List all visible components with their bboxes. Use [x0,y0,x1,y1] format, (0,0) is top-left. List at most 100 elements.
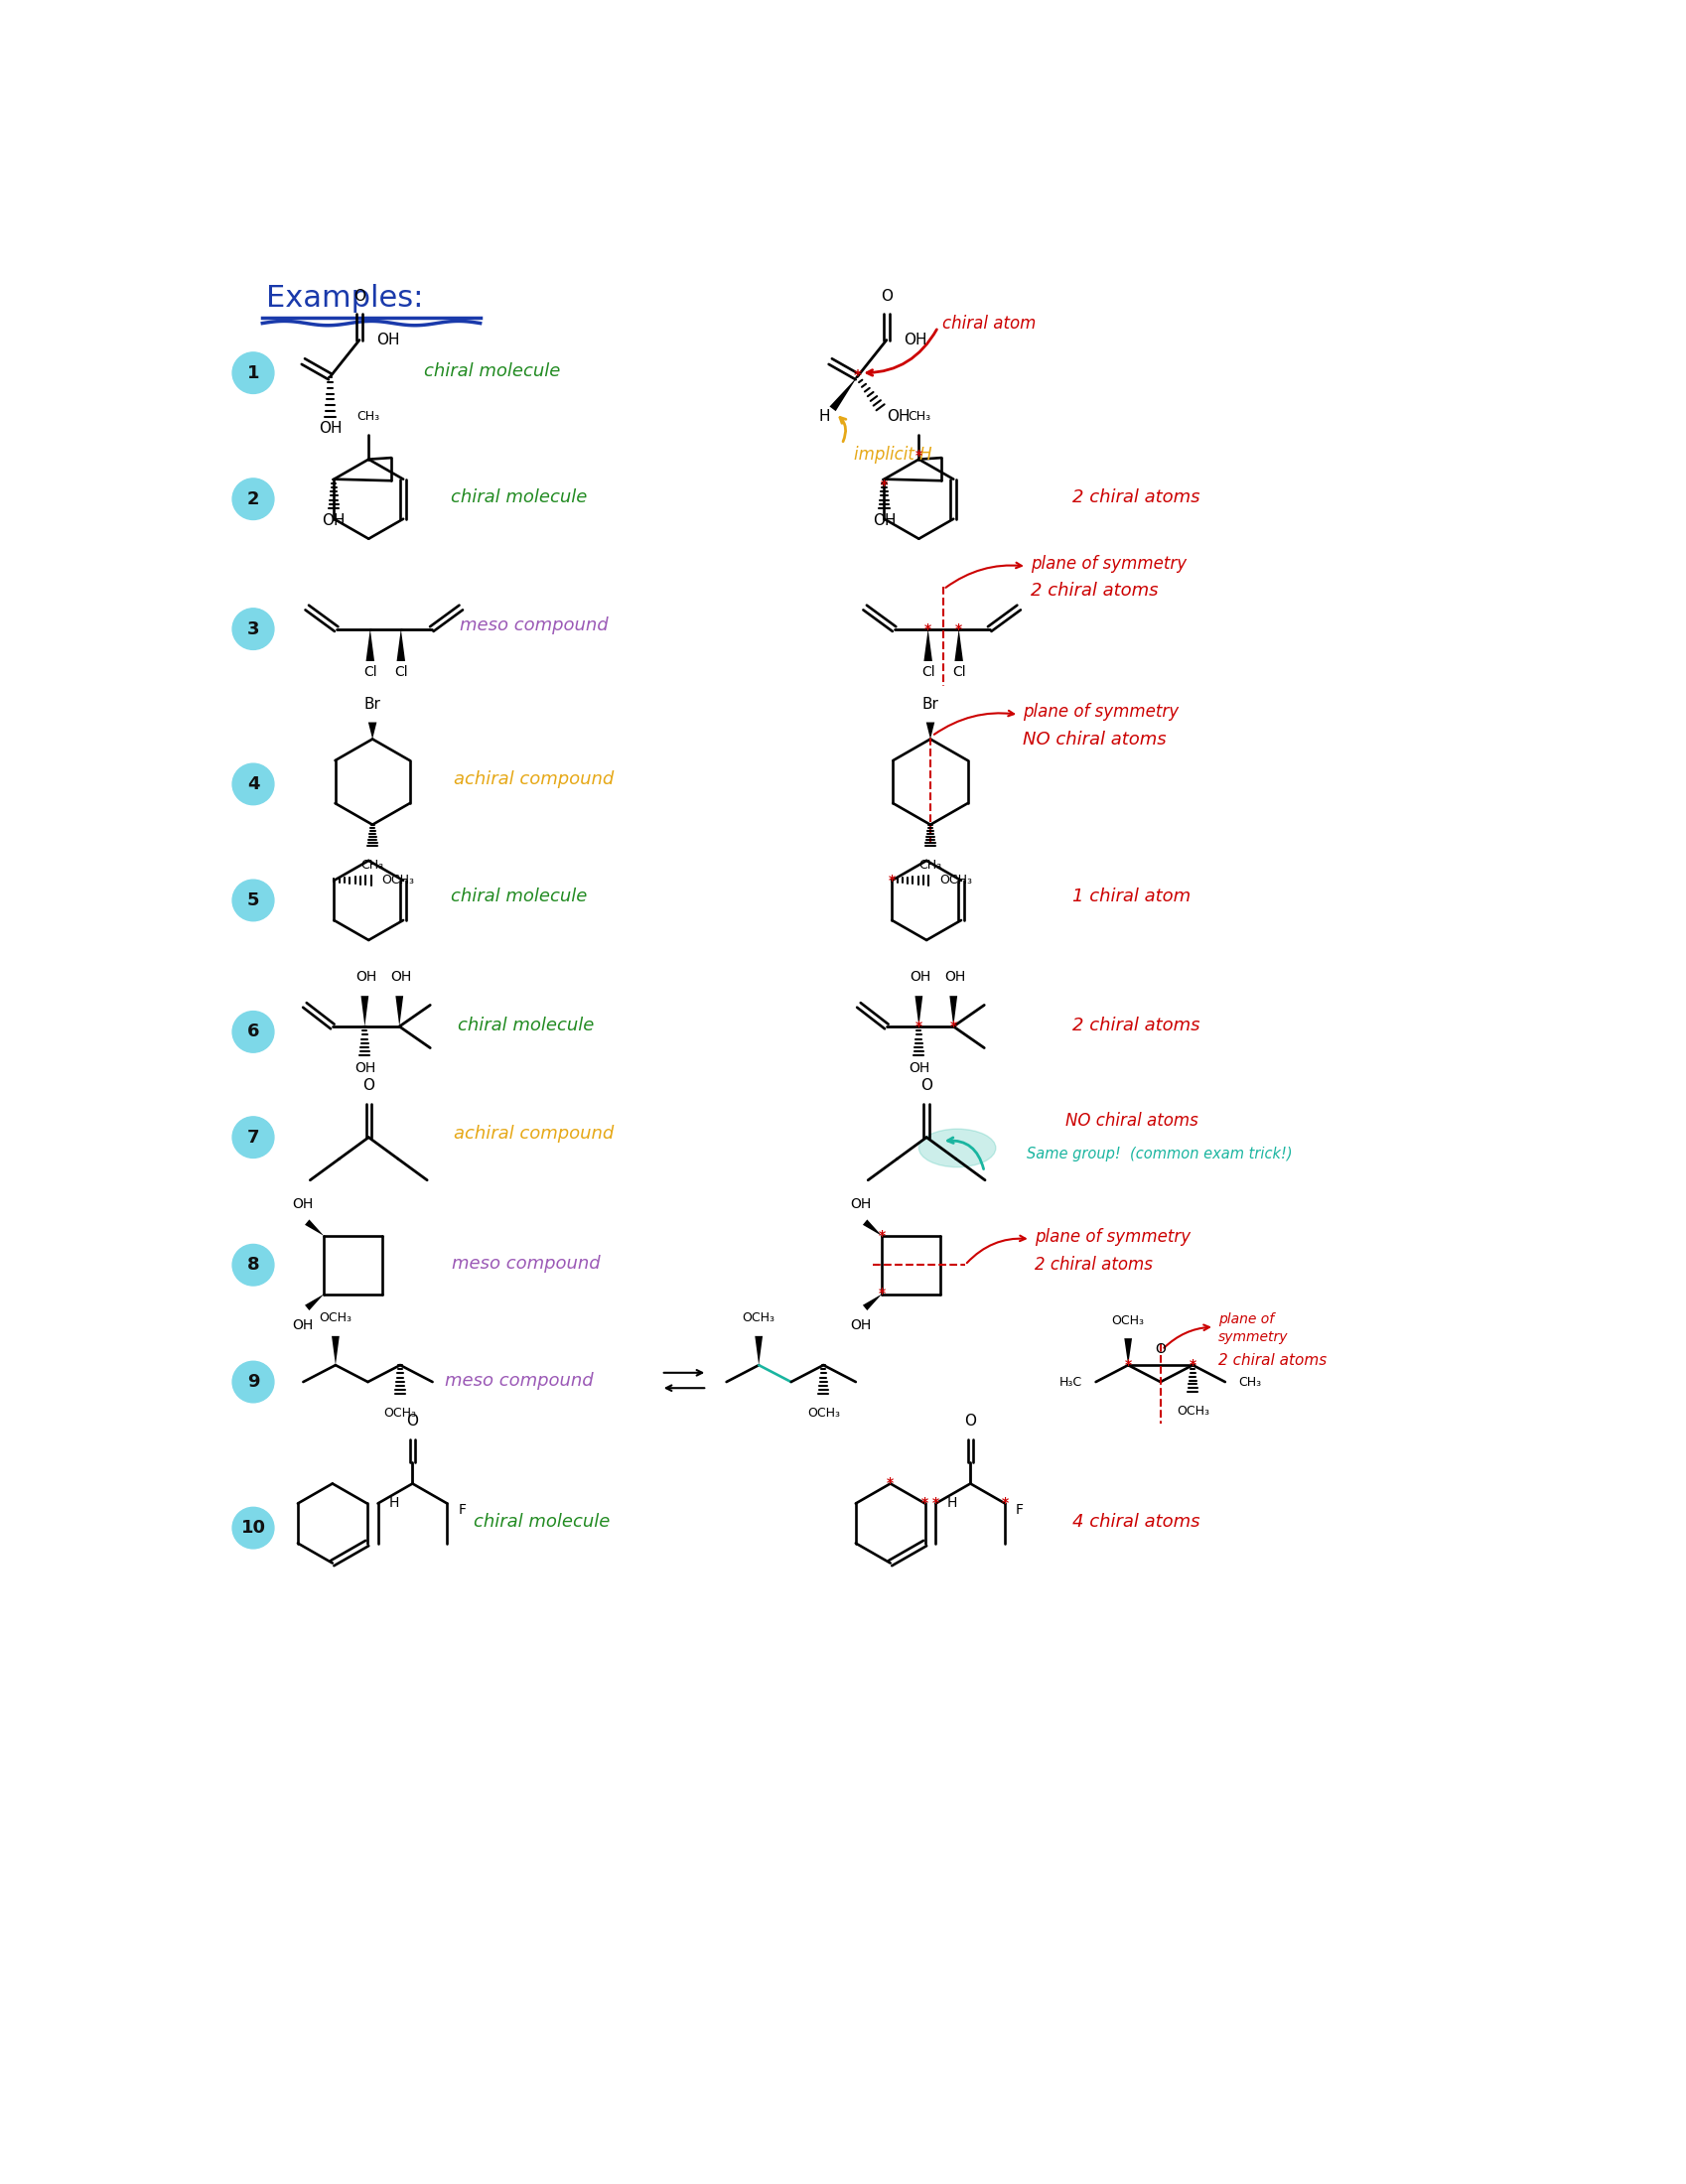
Text: O: O [354,288,366,304]
Text: OH: OH [904,332,926,347]
Circle shape [233,352,273,393]
Text: OH: OH [907,1061,929,1075]
Text: *: * [915,448,922,463]
Text: 2 chiral atoms: 2 chiral atoms [1030,581,1157,601]
Polygon shape [396,629,405,662]
Text: OH: OH [872,513,895,529]
Text: *: * [954,622,961,636]
Text: achiral compound: achiral compound [454,771,614,788]
Text: CH₃: CH₃ [361,858,384,871]
Text: OH: OH [354,1061,374,1075]
Text: 6: 6 [246,1022,260,1042]
Polygon shape [305,1219,324,1236]
Text: 4 chiral atoms: 4 chiral atoms [1072,1514,1200,1531]
Text: OH: OH [292,1319,314,1332]
Text: F: F [1015,1503,1023,1516]
Text: *: * [924,622,931,636]
Text: 9: 9 [246,1374,260,1391]
Text: NO chiral atoms: NO chiral atoms [1022,732,1165,749]
Circle shape [233,609,273,649]
Text: plane of symmetry: plane of symmetry [1030,555,1185,572]
Text: meso compound: meso compound [443,1372,592,1389]
Text: 2 chiral atoms: 2 chiral atoms [1217,1354,1325,1367]
Text: CH₃: CH₃ [907,411,929,424]
Text: 2 chiral atoms: 2 chiral atoms [1034,1256,1152,1273]
Text: O: O [880,288,892,304]
Text: Cl: Cl [395,666,408,679]
Text: meso compound: meso compound [460,616,609,633]
Text: 2 chiral atoms: 2 chiral atoms [1072,489,1200,507]
Text: OCH₃: OCH₃ [806,1406,840,1420]
Circle shape [233,764,273,806]
Text: Cl: Cl [362,666,376,679]
Text: *: * [887,1476,894,1489]
Text: OH: OH [356,970,376,983]
Polygon shape [368,723,376,738]
Text: *: * [1189,1358,1195,1372]
Text: OH: OH [292,1197,314,1212]
Text: *: * [915,1020,922,1033]
Text: 2 chiral atoms: 2 chiral atoms [1072,1018,1200,1035]
Polygon shape [754,1337,762,1365]
Text: chiral atom: chiral atom [941,314,1035,332]
Circle shape [233,1507,273,1548]
Polygon shape [395,996,403,1026]
Circle shape [233,880,273,922]
Text: plane of: plane of [1217,1313,1273,1326]
Text: 7: 7 [246,1129,260,1147]
Text: *: * [889,874,895,887]
Polygon shape [862,1293,882,1310]
Text: NO chiral atoms: NO chiral atoms [1064,1112,1197,1129]
Polygon shape [949,996,956,1026]
Circle shape [233,1116,273,1158]
Text: OH: OH [944,970,964,983]
Circle shape [233,1011,273,1053]
Polygon shape [830,376,856,411]
Text: 3: 3 [246,620,260,638]
Text: Cl: Cl [921,666,934,679]
Text: OH: OH [850,1197,870,1212]
Text: OCH₃: OCH₃ [1111,1315,1143,1328]
Polygon shape [954,629,963,662]
Text: *: * [921,1496,927,1511]
Text: plane of symmetry: plane of symmetry [1022,703,1179,721]
Text: CH₃: CH₃ [1238,1376,1261,1389]
Text: achiral compound: achiral compound [454,1125,614,1142]
Polygon shape [926,723,934,738]
Text: 4: 4 [246,775,260,793]
Text: symmetry: symmetry [1217,1330,1288,1345]
Text: *: * [932,1496,939,1511]
Text: OH: OH [389,970,411,983]
Text: *: * [1001,1496,1008,1511]
Text: CH₃: CH₃ [919,858,941,871]
Text: Br: Br [364,697,381,712]
Text: chiral molecule: chiral molecule [450,489,587,507]
Text: 2: 2 [246,489,260,509]
Text: *: * [880,478,887,491]
Text: O: O [964,1413,976,1428]
Text: *: * [1125,1358,1131,1372]
Text: OCH₃: OCH₃ [384,1406,416,1420]
Text: OH: OH [322,513,346,529]
Polygon shape [361,996,369,1026]
Polygon shape [305,1293,324,1310]
Text: OCH₃: OCH₃ [1175,1404,1209,1417]
Text: H: H [388,1496,398,1511]
Text: OH: OH [850,1319,870,1332]
Text: 8: 8 [246,1256,260,1273]
Text: 5: 5 [246,891,260,909]
Text: OH: OH [376,332,400,347]
Text: H₃C: H₃C [1059,1376,1081,1389]
Text: H: H [818,408,830,424]
Text: OCH₃: OCH₃ [742,1313,774,1324]
Text: 1 chiral atom: 1 chiral atom [1072,887,1190,906]
Circle shape [233,478,273,520]
Text: OCH₃: OCH₃ [381,874,415,887]
Text: 1: 1 [246,365,260,382]
Text: Br: Br [922,697,937,712]
Text: Examples:: Examples: [266,284,423,312]
Text: OH: OH [887,408,909,424]
Text: *: * [949,1020,956,1033]
Polygon shape [924,629,932,662]
Text: chiral molecule: chiral molecule [474,1514,610,1531]
